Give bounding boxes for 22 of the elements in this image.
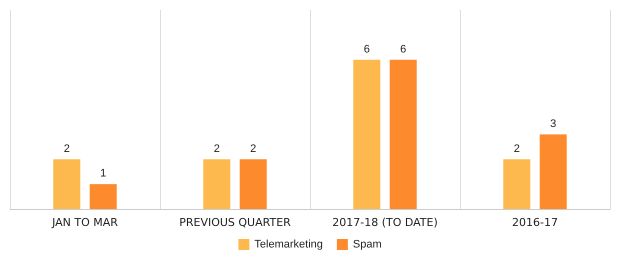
bar bbox=[390, 60, 417, 209]
data-label: 2 bbox=[250, 142, 256, 155]
data-label: 2 bbox=[64, 142, 70, 155]
bar bbox=[353, 60, 380, 209]
legend-label: Spam bbox=[352, 238, 382, 250]
data-label: 2 bbox=[514, 142, 520, 155]
data-label: 6 bbox=[400, 43, 406, 56]
bar bbox=[503, 159, 530, 209]
x-tick-label: PREVIOUS QUARTER bbox=[179, 216, 292, 229]
data-label: 1 bbox=[100, 168, 106, 180]
data-label: 3 bbox=[550, 118, 556, 130]
data-label: 6 bbox=[364, 43, 370, 56]
data-label: 2 bbox=[214, 142, 220, 155]
x-tick-label: JAN TO MAR bbox=[51, 216, 118, 229]
bar bbox=[540, 134, 567, 209]
bar bbox=[203, 159, 230, 209]
legend-label: Telemarketing bbox=[254, 238, 323, 250]
x-tick-label: 2017-18 (TO DATE) bbox=[332, 216, 438, 229]
bar bbox=[53, 159, 80, 209]
bar bbox=[90, 184, 117, 209]
x-tick-label: 2016-17 bbox=[512, 216, 558, 229]
bar bbox=[240, 159, 267, 209]
